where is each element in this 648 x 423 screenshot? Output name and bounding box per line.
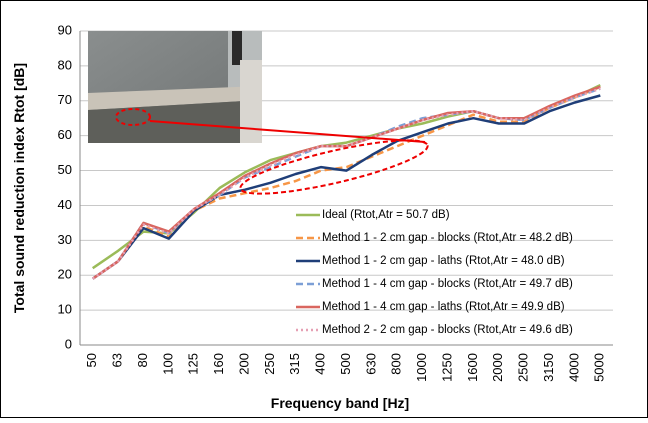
x-tick-label: 1250 bbox=[439, 353, 454, 382]
y-tick-label: 90 bbox=[58, 22, 72, 37]
legend-label: Method 1 - 2 cm gap - blocks (Rtot,Atr =… bbox=[322, 232, 573, 244]
y-tick-label: 60 bbox=[58, 127, 72, 142]
y-tick-label: 0 bbox=[65, 336, 72, 351]
y-tick-label: 80 bbox=[58, 57, 72, 72]
y-axis-title: Total sound reduction index Rtot [dB] bbox=[11, 63, 27, 313]
photo-inset bbox=[88, 31, 262, 143]
legend: Ideal (Rtot,Atr = 50.7 dB) Method 1 - 2 c… bbox=[296, 209, 573, 336]
legend-label: Method 1 - 2 cm gap - laths (Rtot,Atr = … bbox=[322, 255, 565, 267]
x-tick-label: 80 bbox=[135, 353, 150, 367]
y-tick-label: 70 bbox=[58, 92, 72, 107]
photo-post bbox=[240, 60, 262, 143]
series-line bbox=[91, 87, 601, 280]
x-tick-label: 3150 bbox=[541, 353, 556, 382]
x-tick-label: 315 bbox=[287, 353, 302, 375]
pointer-line bbox=[149, 120, 426, 143]
x-tick-label: 800 bbox=[389, 353, 404, 375]
legend-label: Method 1 - 4 cm gap - blocks (Rtot,Atr =… bbox=[322, 278, 573, 290]
x-tick-label: 250 bbox=[262, 353, 277, 375]
y-tick-label: 50 bbox=[58, 162, 72, 177]
photo-dark bbox=[232, 31, 242, 65]
photo-base bbox=[88, 100, 262, 143]
x-tick-label: 125 bbox=[186, 353, 201, 375]
plot-area: 0 10 20 30 40 50 60 70 80 90 50 63 80 100 125 160 200 250… bbox=[58, 22, 613, 382]
y-tick-label: 40 bbox=[58, 197, 72, 212]
x-tick-label: 160 bbox=[211, 353, 226, 375]
x-tick-label: 2500 bbox=[516, 353, 531, 382]
x-tick-label: 4000 bbox=[566, 353, 581, 382]
x-tick-label: 5000 bbox=[592, 353, 607, 382]
x-tick-label: 100 bbox=[160, 353, 175, 375]
x-tick-label: 50 bbox=[84, 353, 99, 367]
x-tick-label: 1600 bbox=[465, 353, 480, 382]
y-tick-label: 20 bbox=[58, 267, 72, 282]
y-tick-label: 30 bbox=[58, 232, 72, 247]
legend-label: Method 2 - 2 cm gap - blocks (Rtot,Atr =… bbox=[322, 324, 573, 336]
highlight-ellipse bbox=[239, 139, 429, 195]
legend-label: Method 1 - 4 cm gap - laths (Rtot,Atr = … bbox=[322, 301, 565, 313]
photo-ledge bbox=[88, 86, 262, 110]
x-tick-label: 1000 bbox=[414, 353, 429, 382]
x-tick-label: 400 bbox=[313, 353, 328, 375]
x-tick-label: 200 bbox=[236, 353, 251, 375]
x-tick-label: 630 bbox=[363, 353, 378, 375]
legend-label: Ideal (Rtot,Atr = 50.7 dB) bbox=[322, 209, 450, 221]
x-tick-label: 63 bbox=[110, 353, 125, 367]
photo-marker bbox=[115, 108, 151, 126]
series-line bbox=[91, 94, 601, 280]
y-tick-label: 10 bbox=[58, 302, 72, 317]
x-tick-label: 500 bbox=[338, 353, 353, 375]
x-axis-title: Frequency band [Hz] bbox=[271, 395, 409, 411]
x-tick-label: 2000 bbox=[490, 353, 505, 382]
